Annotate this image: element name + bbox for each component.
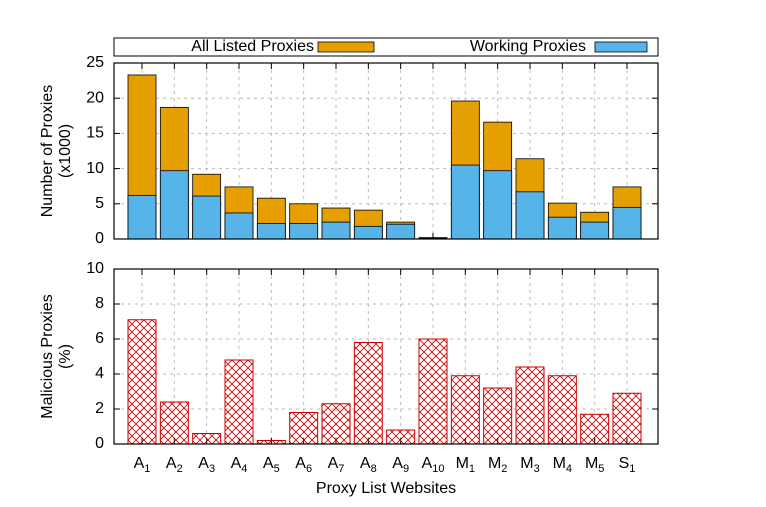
x-tick-label: A10 <box>422 455 445 475</box>
bar <box>192 433 222 445</box>
y-tick-label: 6 <box>95 330 104 347</box>
bar <box>224 212 254 240</box>
y-tick-label: 10 <box>86 160 104 177</box>
y-tick-label: 15 <box>86 125 104 142</box>
x-axis-label: Proxy List Websites <box>316 480 456 497</box>
bar <box>483 387 513 445</box>
bar <box>450 164 480 240</box>
x-tick-label: A1 <box>134 455 151 475</box>
bar <box>159 170 189 240</box>
y-tick-label: 25 <box>86 54 104 71</box>
y-tick-label: 2 <box>95 400 104 417</box>
x-tick-label: A4 <box>231 455 248 475</box>
y-axis-label: Malicious Proxies <box>39 294 56 418</box>
y-tick-label: 8 <box>95 295 104 312</box>
x-tick-label: M1 <box>456 455 475 475</box>
y-tick-label: 0 <box>95 435 104 452</box>
x-tick-label: A9 <box>392 455 409 475</box>
y-tick-label: 4 <box>95 365 104 382</box>
x-tick-label: M4 <box>553 455 572 475</box>
bar <box>353 225 383 240</box>
plot-frame <box>113 62 659 240</box>
x-tick-label: A8 <box>360 455 377 475</box>
x-tick-label: M2 <box>488 455 507 475</box>
bar <box>289 223 319 240</box>
x-tick-label: A3 <box>198 455 215 475</box>
x-tick-label: M5 <box>585 455 604 475</box>
y-axis-label: (%) <box>57 344 74 369</box>
x-tick-label: M3 <box>520 455 539 475</box>
bar <box>192 195 222 240</box>
plot-frame <box>113 268 659 445</box>
x-tick-label: A2 <box>166 455 183 475</box>
legend-label: All Listed Proxies <box>191 38 314 55</box>
x-tick-label: A5 <box>263 455 280 475</box>
bar <box>612 206 642 240</box>
y-tick-label: 20 <box>86 89 104 106</box>
bar <box>547 375 577 445</box>
x-tick-label: A7 <box>328 455 345 475</box>
bar <box>547 216 577 240</box>
bar <box>159 401 189 445</box>
bar <box>515 191 545 240</box>
x-tick-label: A6 <box>295 455 312 475</box>
bar <box>127 319 157 445</box>
y-axis-label: (x1000) <box>57 124 74 178</box>
y-tick-label: 5 <box>95 195 104 212</box>
bar <box>386 223 416 240</box>
x-tick-label: S1 <box>619 455 636 475</box>
y-tick-label: 10 <box>86 260 104 277</box>
bar <box>515 366 545 445</box>
bar <box>256 223 286 240</box>
bar <box>321 221 351 240</box>
bar <box>224 359 254 445</box>
bar <box>450 375 480 445</box>
bar <box>353 342 383 445</box>
bar <box>386 429 416 445</box>
y-axis-label: Number of Proxies <box>39 85 56 218</box>
bar <box>580 221 610 240</box>
bar <box>580 413 610 445</box>
bar <box>321 403 351 445</box>
bar <box>483 170 513 240</box>
y-tick-label: 0 <box>95 230 104 247</box>
bar <box>612 392 642 445</box>
bar <box>127 194 157 240</box>
bar <box>289 412 319 445</box>
legend-swatch <box>317 41 375 53</box>
legend-swatch <box>594 41 648 53</box>
bar <box>418 338 448 445</box>
legend-label: Working Proxies <box>470 38 586 55</box>
legend-box <box>113 37 659 57</box>
